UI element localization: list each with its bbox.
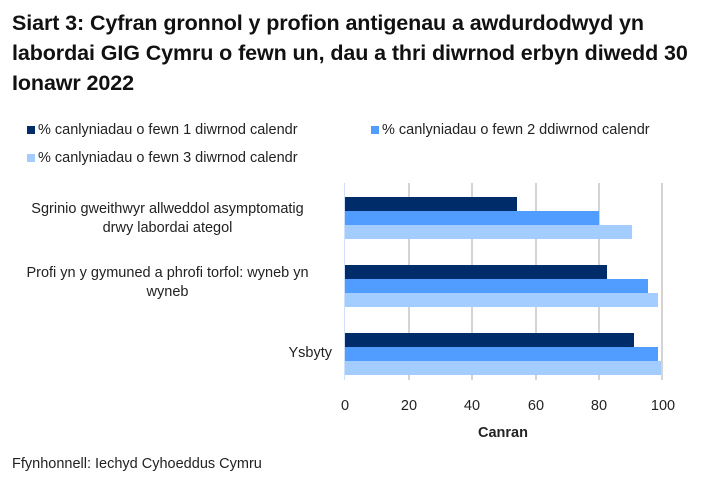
category-line: Profi yn y gymuned a phrofi torfol: wyne… [26, 265, 309, 281]
category-line: wyneb [146, 284, 189, 300]
x-tick-60: 60 [527, 398, 545, 414]
bar-ysbyty-3-days [345, 361, 661, 375]
source-note: Ffynhonnell: Iechyd Cyhoeddus Cymru [12, 456, 262, 472]
category-label-sgrinio: Sgrinio gweithwyr allweddol asymptomatig… [0, 200, 335, 238]
x-tick-0: 0 [340, 398, 350, 414]
legend-label: % canlyniadau o fewn 2 ddiwrnod calendr [382, 122, 650, 138]
x-tick-20: 20 [400, 398, 418, 414]
x-tick-40: 40 [463, 398, 481, 414]
x-axis-label: Canran [478, 425, 528, 441]
legend-swatch-light-blue-icon [27, 154, 35, 162]
legend-label: % canlyniadau o fewn 1 diwrnod calendr [38, 122, 298, 138]
bar-sgrinio-3-days [345, 225, 632, 239]
category-line: drwy labordai ategol [102, 220, 233, 236]
x-tick-100: 100 [650, 398, 676, 414]
legend-swatch-mid-blue-icon [371, 126, 379, 134]
legend-item-1-day: % canlyniadau o fewn 1 diwrnod calendr [27, 122, 298, 138]
category-label-ysbyty: Ysbyty [0, 344, 332, 363]
y-axis-line [344, 183, 345, 380]
legend-item-2-days: % canlyniadau o fewn 2 ddiwrnod calendr [371, 122, 650, 138]
chart-title: Siart 3: Cyfran gronnol y profion antige… [12, 11, 688, 95]
category-label-profi: Profi yn y gymuned a phrofi torfol: wyne… [0, 264, 335, 302]
legend-label: % canlyniadau o fewn 3 diwrnod calendr [38, 150, 298, 166]
bar-profi-2-days [345, 279, 648, 293]
bar-sgrinio-1-day [345, 197, 517, 211]
bar-profi-3-days [345, 293, 658, 307]
x-tick-80: 80 [590, 398, 608, 414]
gridline-100 [661, 183, 663, 380]
bar-sgrinio-2-days [345, 211, 599, 225]
category-line: Ysbyty [288, 345, 332, 361]
category-line: Sgrinio gweithwyr allweddol asymptomatig [31, 201, 304, 217]
bar-ysbyty-1-day [345, 333, 634, 347]
legend-item-3-days: % canlyniadau o fewn 3 diwrnod calendr [27, 150, 298, 166]
bar-ysbyty-2-days [345, 347, 658, 361]
bar-profi-1-day [345, 265, 607, 279]
legend-swatch-dark-blue-icon [27, 126, 35, 134]
